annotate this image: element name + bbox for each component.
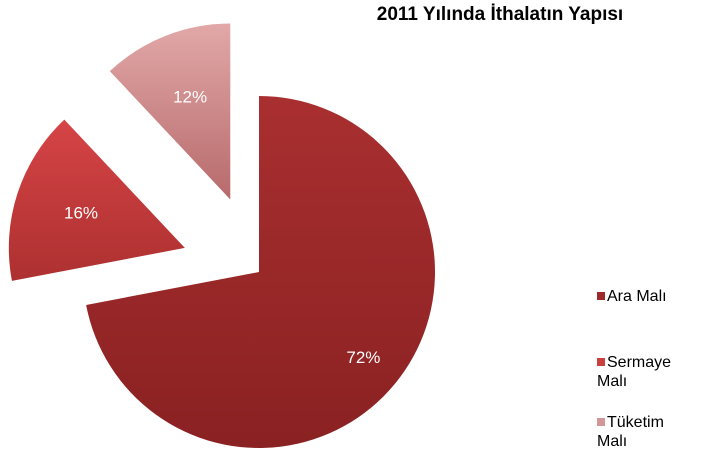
slice-data-label: 72% — [346, 348, 380, 367]
legend-label: Sermaye Malı — [597, 354, 672, 390]
legend-label: Tüketim Malı — [597, 414, 664, 450]
slice-data-label: 16% — [64, 204, 98, 223]
legend-swatch — [597, 292, 605, 300]
legend-swatch — [597, 358, 605, 366]
legend-item: Sermaye Malı — [597, 353, 697, 391]
legend-swatch — [597, 418, 605, 426]
legend-item: Tüketim Malı — [597, 413, 697, 451]
pie-slice-2 — [8, 119, 185, 281]
chart-title: 2011 Yılında İthalatın Yapısı — [376, 4, 624, 25]
legend-label: Ara Malı — [607, 288, 667, 305]
pie-slice-1 — [86, 96, 436, 448]
legend-item: Ara Malı — [597, 287, 709, 306]
pie-slice-3 — [109, 23, 231, 200]
slice-data-label: 12% — [173, 88, 207, 107]
